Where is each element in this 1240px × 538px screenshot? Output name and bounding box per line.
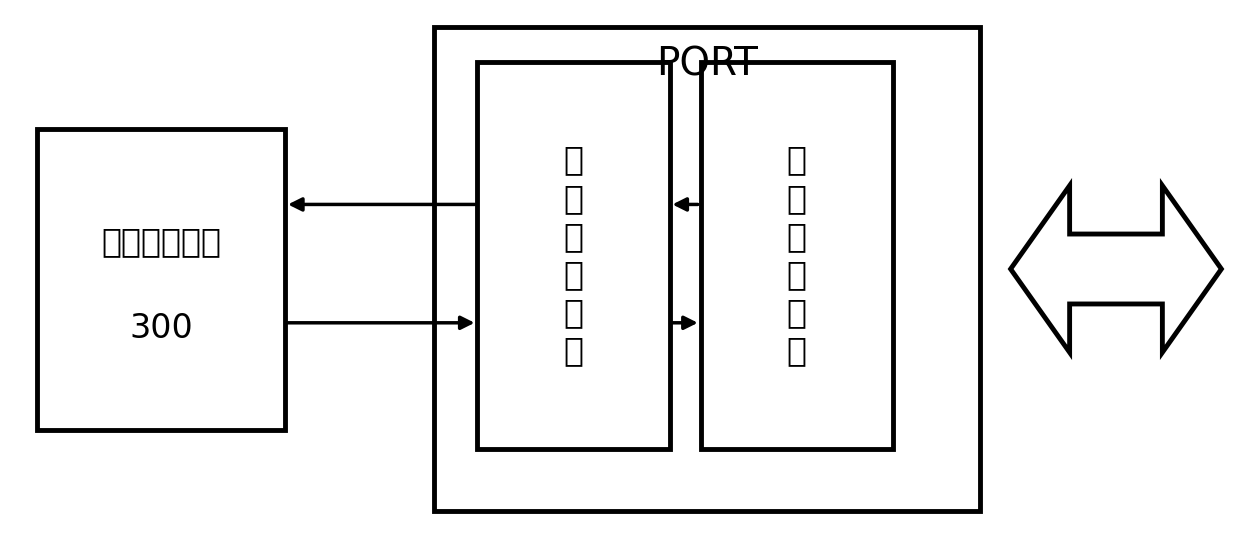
- Bar: [477, 62, 670, 449]
- Text: PORT: PORT: [656, 46, 758, 83]
- Text: 300: 300: [129, 312, 193, 345]
- Polygon shape: [1011, 186, 1221, 352]
- Text: 协
议
处
理
单
元: 协 议 处 理 单 元: [563, 144, 584, 367]
- Text: 物
理
接
口
单
元: 物 理 接 口 单 元: [786, 144, 807, 367]
- Text: 传输控制单元: 传输控制单元: [102, 225, 221, 259]
- Bar: [37, 129, 285, 430]
- Bar: [701, 62, 893, 449]
- Bar: [434, 27, 980, 511]
